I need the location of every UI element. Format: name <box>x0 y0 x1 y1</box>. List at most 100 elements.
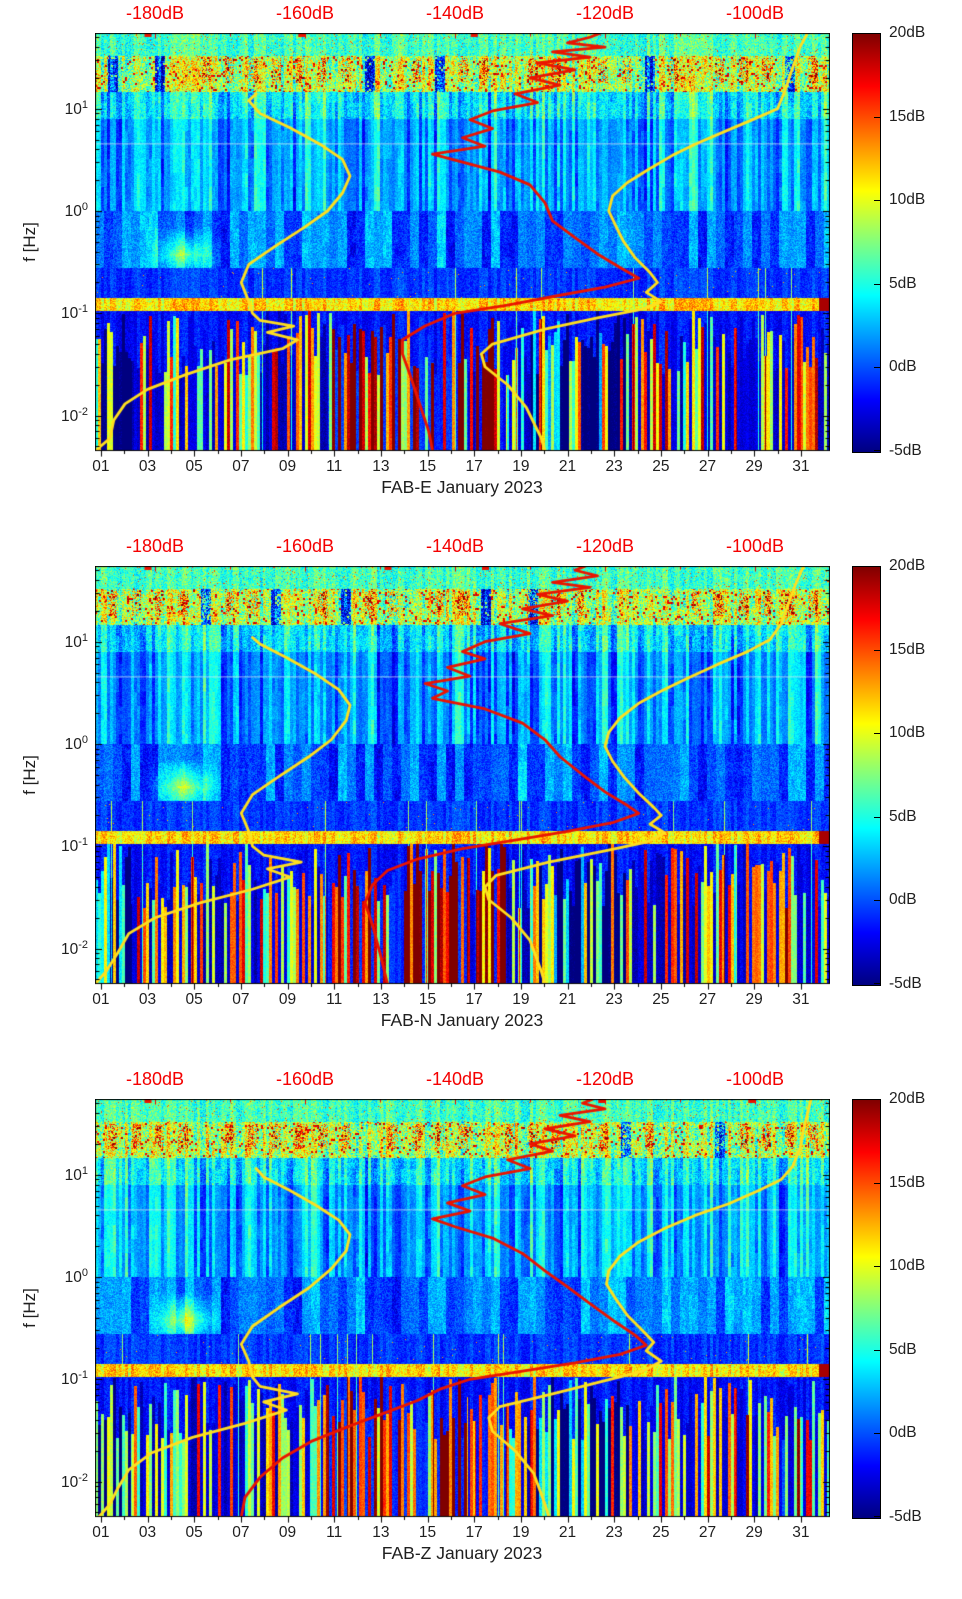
colorbar-tick-label: -5dB <box>889 1508 922 1525</box>
x-tick-label: 09 <box>278 458 297 475</box>
y-axis-title: f [Hz] <box>20 1288 39 1328</box>
x-tick-label: 15 <box>418 991 437 1008</box>
colorbar-tick-label: 15dB <box>889 107 926 125</box>
colorbar-tick-mark <box>874 1433 880 1435</box>
x-tick-label: 01 <box>92 991 110 1008</box>
y-tick-exponent: 1 <box>81 1164 88 1177</box>
colorbar-tick-label: 15dB <box>889 1173 926 1191</box>
x-tick-label: 13 <box>372 1524 390 1541</box>
y-tick-label: 10-2 <box>60 938 88 958</box>
colorbar-tick-mark <box>874 33 880 34</box>
top-axis-db-label: -160dB <box>275 1069 335 1089</box>
x-tick-label: 21 <box>558 991 577 1008</box>
x-tick-label: 07 <box>232 458 250 475</box>
colorbar-tick-label: 20dB <box>889 1090 926 1107</box>
x-tick-label: 05 <box>185 458 203 475</box>
colorbar-tick-label: 20dB <box>889 557 926 574</box>
colorbar-tick-label: 5dB <box>889 274 917 292</box>
y-tick-exponent: 0 <box>81 200 88 213</box>
x-tick-label: 03 <box>138 458 157 475</box>
x-tick-label: 05 <box>185 991 203 1008</box>
colorbar-tick-label: 10dB <box>889 1257 926 1275</box>
x-axis-title: FAB-N January 2023 <box>380 1010 544 1030</box>
x-tick-label: 21 <box>558 1524 577 1541</box>
colorbar-tick-mark <box>874 649 880 651</box>
colorbar-tick-label: 10dB <box>889 724 926 742</box>
y-tick-exponent: 0 <box>81 733 88 746</box>
x-tick-label: 09 <box>278 1524 297 1541</box>
x-tick-label: 29 <box>745 1524 763 1541</box>
colorbar-tick-label: 0dB <box>889 358 917 376</box>
x-tick-label: 19 <box>512 1524 530 1541</box>
x-tick-label: 17 <box>465 991 483 1008</box>
x-axis-title: FAB-Z January 2023 <box>381 1543 543 1563</box>
spectrogram-canvas <box>95 566 830 990</box>
x-tick-label: 07 <box>232 1524 250 1541</box>
colorbar-tick-label: 20dB <box>889 24 926 41</box>
spectrogram-canvas <box>95 33 830 457</box>
x-tick-label: 01 <box>92 458 110 475</box>
y-tick-label: 10-1 <box>60 836 88 856</box>
x-tick-label: 19 <box>512 458 530 475</box>
x-tick-label: 23 <box>605 458 623 475</box>
top-axis-db-label: -140dB <box>425 536 485 556</box>
y-tick-label: 101 <box>64 98 88 118</box>
top-axis-db-label: -100dB <box>725 1069 785 1089</box>
top-axis-db-label: -160dB <box>275 3 335 23</box>
colorbar-tick-mark <box>874 116 880 118</box>
colorbar-tick-mark <box>874 1182 880 1184</box>
colorbar-tick-mark <box>874 1266 880 1268</box>
x-tick-label: 31 <box>792 458 810 475</box>
y-tick-label: 10-2 <box>60 1471 88 1491</box>
colorbar-tick-mark <box>874 900 880 902</box>
y-axis-title: f [Hz] <box>20 222 39 262</box>
y-axis-title: f [Hz] <box>20 755 39 795</box>
top-axis-db-label: -120dB <box>575 536 635 556</box>
top-axis-db-label: -120dB <box>575 3 635 23</box>
x-tick-label: 27 <box>698 1524 717 1541</box>
y-tick-label: 100 <box>64 200 88 221</box>
x-tick-label: 29 <box>745 458 763 475</box>
x-tick-label: 13 <box>372 991 390 1008</box>
x-tick-label: 19 <box>512 991 530 1008</box>
top-axis-db-label: -140dB <box>425 1069 485 1089</box>
colorbar-tick-mark <box>874 1349 880 1351</box>
spectrogram-panel-fab-n: f [Hz] FAB-N January 2023 -180dB -160dB -1… <box>0 533 962 1066</box>
y-tick-label: 10-1 <box>60 1369 88 1389</box>
y-tick-exponent: -2 <box>78 405 88 418</box>
colorbar-tick-mark <box>874 1516 880 1517</box>
top-axis-db-label: -120dB <box>575 1069 635 1089</box>
colorbar-tick-mark <box>874 283 880 285</box>
y-tick-exponent: 1 <box>81 98 88 111</box>
x-tick-label: 17 <box>465 458 483 475</box>
colorbar-tick-mark <box>874 983 880 984</box>
colorbar-tick-label: 5dB <box>889 807 917 825</box>
top-axis-db-label: -180dB <box>125 3 185 23</box>
top-axis-db-label: -180dB <box>125 1069 185 1089</box>
x-tick-label: 25 <box>652 991 670 1008</box>
x-tick-label: 17 <box>465 1524 483 1541</box>
x-tick-label: 31 <box>792 1524 810 1541</box>
x-tick-label: 07 <box>232 991 250 1008</box>
top-axis-db-label: -140dB <box>425 3 485 23</box>
y-tick-label: 101 <box>64 631 88 651</box>
x-tick-label: 11 <box>326 991 343 1008</box>
x-tick-label: 13 <box>372 458 390 475</box>
y-tick-label: 10-2 <box>60 405 88 425</box>
x-axis-title: FAB-E January 2023 <box>381 477 543 497</box>
spectrogram-canvas <box>95 1099 830 1523</box>
y-tick-exponent: -2 <box>78 1471 88 1484</box>
y-tick-label: 100 <box>64 733 88 754</box>
x-tick-label: 27 <box>698 991 717 1008</box>
y-tick-label: 100 <box>64 1266 88 1287</box>
colorbar-tick-mark <box>874 1099 880 1100</box>
x-tick-label: 15 <box>418 1524 437 1541</box>
colorbar-tick-mark <box>874 367 880 369</box>
y-tick-label: 10-1 <box>60 303 88 323</box>
colorbar-tick-label: -5dB <box>889 975 922 992</box>
colorbar-tick-mark <box>874 566 880 567</box>
spectrogram-panel-fab-e: f [Hz] FAB-E January 2023 -180dB -160dB -1… <box>0 0 962 533</box>
colorbar-gradient <box>852 566 881 986</box>
spectrogram-panel-fab-z: f [Hz] FAB-Z January 2023 -180dB -160dB -1… <box>0 1066 962 1599</box>
